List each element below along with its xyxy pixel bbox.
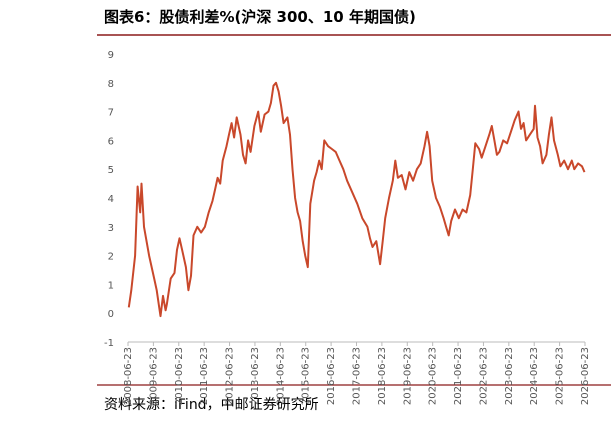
line-series: [127, 81, 586, 318]
y-tick-label: 8: [108, 79, 114, 90]
y-tick-label: -1: [104, 338, 114, 349]
x-tick-label: 2009-06-23: [148, 347, 159, 405]
x-tick-label: 2025-06-23: [555, 347, 566, 405]
source-note: 资料来源：iFind，中邮证券研究所: [104, 397, 319, 413]
x-tick-label: 2024-06-23: [529, 347, 540, 405]
x-tick-label: 2010-06-23: [174, 347, 185, 405]
x-tick-label: 2011-06-23: [199, 347, 210, 405]
x-tick-label: 2008-06-23: [123, 347, 134, 405]
x-tick-label: 2014-06-23: [275, 347, 286, 405]
y-tick-label: 9: [108, 50, 114, 61]
x-tick-label: 2022-06-23: [478, 347, 489, 405]
x-tick-label: 2019-06-23: [402, 347, 413, 405]
x-tick-label: 2016-06-23: [326, 347, 337, 405]
y-tick-label: 2: [108, 252, 114, 263]
x-tick-label: 2017-06-23: [352, 347, 363, 405]
x-tick-label: 2013-06-23: [250, 347, 261, 405]
y-tick-label: 5: [108, 165, 114, 176]
chart-title: 图表6：股债利差%(沪深 300、10 年期国债): [104, 8, 416, 26]
y-tick-label: 6: [108, 136, 114, 147]
y-tick-label: 7: [108, 108, 114, 119]
x-tick-label: 2012-06-23: [225, 347, 236, 405]
x-tick-label: 2021-06-23: [453, 347, 464, 405]
x-tick-label: 2015-06-23: [301, 347, 312, 405]
x-tick-label: 2018-06-23: [377, 347, 388, 405]
x-tick-label: 2020-06-23: [428, 347, 439, 405]
y-tick-label: 1: [108, 280, 114, 291]
x-tick-label: 2026-06-23: [580, 347, 591, 405]
x-tick-label: 2023-06-23: [504, 347, 515, 405]
y-tick-label: 3: [108, 223, 114, 234]
y-tick-label: 4: [108, 194, 114, 205]
y-tick-label: 0: [108, 309, 114, 320]
